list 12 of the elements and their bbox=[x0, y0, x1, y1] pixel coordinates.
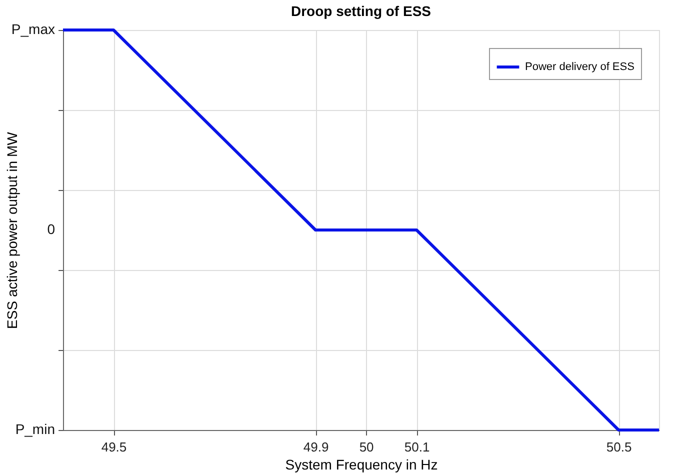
text: P_max bbox=[11, 21, 55, 37]
legend-label: Power delivery of ESS bbox=[525, 61, 634, 73]
x-tick-label: 49.5 bbox=[101, 440, 127, 454]
x-tick-label: 50 bbox=[359, 440, 374, 454]
chart-title: Droop setting of ESS bbox=[291, 3, 431, 19]
y-axis-title: ESS active power output in MW bbox=[4, 131, 20, 329]
x-tick-label: 49.9 bbox=[303, 440, 329, 454]
text: 0 bbox=[47, 221, 56, 237]
text: P_min bbox=[15, 421, 55, 437]
x-tick-label: 50.5 bbox=[606, 440, 632, 454]
x-axis-title: System Frequency in Hz bbox=[285, 456, 438, 472]
x-tick-label: 50.1 bbox=[404, 440, 430, 454]
